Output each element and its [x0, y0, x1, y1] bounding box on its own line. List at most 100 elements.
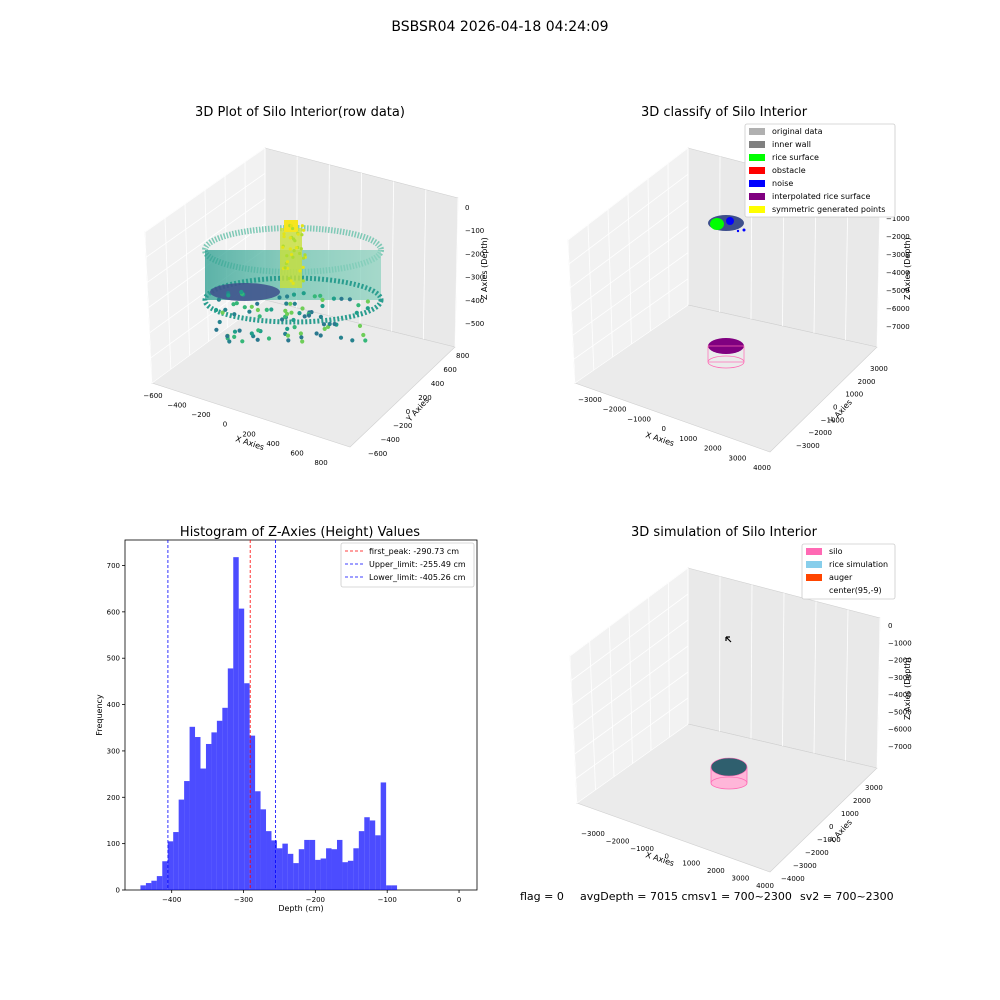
scatter-point — [288, 301, 293, 306]
panel-classify: 3D classify of Silo Interior −3000−2000−… — [567, 105, 912, 472]
grid-line — [571, 226, 689, 312]
classify-legend: original data inner wall rice surface obsta… — [744, 123, 896, 218]
scatter-point — [292, 301, 297, 306]
histogram-bar — [315, 859, 321, 890]
tick-label: 3000 — [729, 454, 747, 462]
legend-entries: silo rice simulation auger center(95,-9) — [806, 547, 888, 595]
z-tick-labels: 0 −1000 −2000 −3000 −4000 −5000 −6000 −7000 — [888, 622, 912, 751]
legend-entries: original data inner wall rice surface obsta… — [749, 127, 885, 214]
scatter-point — [300, 306, 305, 311]
histogram-bar — [227, 668, 234, 890]
cylinder-bottom-ring — [202, 275, 384, 325]
yellow-spike — [280, 228, 302, 288]
scatter-point — [283, 266, 287, 270]
scatter-point — [289, 224, 293, 228]
scatter-point — [306, 313, 312, 318]
tick-label: 200 — [242, 430, 255, 438]
scatter-point — [332, 321, 337, 327]
histogram-bar — [244, 683, 250, 890]
histogram-bar — [271, 840, 277, 890]
tick-label: 2000 — [707, 867, 725, 875]
legend-swatch — [749, 206, 765, 213]
histogram-bar — [336, 839, 343, 890]
scatter-point — [289, 279, 293, 283]
scatter-point — [301, 291, 306, 296]
x-tick-labels: −3000−2000−1000 0 1000 2000 3000 4000 — [578, 396, 771, 472]
tick-label: 800 — [314, 459, 327, 467]
scatter-point — [292, 325, 297, 330]
scatter-point — [350, 338, 355, 343]
scatter-point — [217, 319, 222, 325]
tick-label: −4000 — [781, 875, 805, 883]
tick-label: 3000 — [732, 875, 750, 883]
tick-label: −1000 — [886, 215, 910, 223]
scatter-point — [214, 327, 219, 332]
scatter-point — [285, 333, 291, 338]
histogram-bar — [167, 841, 174, 890]
tick-label: −3000 — [793, 862, 817, 870]
tick-label: −4000 — [886, 269, 910, 277]
tick-label: −400 — [162, 896, 181, 904]
tick-label: −2000 — [606, 837, 630, 845]
tick-label: 800 — [456, 352, 469, 360]
legend-label: noise — [772, 179, 793, 188]
scatter-point — [363, 338, 368, 343]
avg-depth-readout: avgDepth = 7015 cmsv1 = 700~2300 — [580, 890, 792, 903]
tick-label: −200 — [465, 250, 484, 258]
grid-line — [422, 189, 427, 340]
tick-label: −2000 — [888, 657, 912, 665]
z-tick-labels: 0 −100 −200 −300 −400 −500 — [465, 204, 484, 328]
tick-label: 1000 — [679, 435, 697, 443]
tick-label: −200 — [306, 896, 325, 904]
y-axis-label: Frequency — [95, 694, 104, 736]
flag-readout: flag = 0 — [520, 890, 564, 903]
panel-simulation: 3D simulation of Silo Interior −3000−200… — [520, 525, 912, 903]
histogram-bar — [216, 720, 223, 890]
tick-label: −1000 — [821, 416, 845, 424]
scatter-point — [318, 293, 323, 298]
scatter-point — [232, 334, 237, 339]
histogram-bar — [320, 858, 327, 890]
tick-label: 0 — [406, 408, 410, 416]
tick-label: −1000 — [888, 639, 912, 647]
tick-label: −5000 — [886, 287, 910, 295]
histogram-bar — [293, 863, 299, 890]
histogram-bar — [184, 781, 190, 890]
scatter-point — [266, 336, 272, 341]
legend-label: Upper_limit: -255.49 cm — [369, 560, 466, 569]
scatter-point — [327, 321, 332, 327]
grid-line — [144, 147, 266, 233]
tick-label: 0 — [833, 404, 837, 412]
scatter-point — [314, 331, 319, 336]
grid-line — [570, 200, 689, 288]
histogram-bar — [386, 885, 392, 890]
histogram-bar — [375, 835, 381, 890]
scatter-point — [302, 228, 306, 232]
legend-label: original data — [772, 127, 823, 136]
simulation-objects — [710, 636, 748, 790]
tick-label: −100 — [378, 896, 397, 904]
grid-line — [876, 617, 881, 769]
tick-label: 3000 — [870, 365, 888, 373]
histogram-bar — [162, 861, 168, 890]
tick-label: −4000 — [888, 691, 912, 699]
histogram-bar — [342, 862, 348, 890]
tick-label: −1000 — [627, 415, 651, 423]
histogram-bar — [205, 743, 212, 890]
tick-label: −400 — [465, 297, 484, 305]
tick-label: −100 — [465, 227, 484, 235]
scatter-point — [354, 310, 359, 315]
scatter-point — [282, 235, 286, 239]
scatter-point — [361, 332, 366, 338]
grid-line — [567, 147, 689, 241]
scatter-point — [280, 317, 285, 322]
scatter-point — [287, 276, 291, 281]
legend-swatch — [749, 167, 765, 174]
scatter-point — [301, 279, 305, 283]
grid-line — [719, 576, 721, 732]
scatter-point — [285, 294, 290, 299]
x-tick-labels: −400 −300 −200 −100 0 — [162, 890, 461, 904]
grid-line — [454, 197, 459, 348]
